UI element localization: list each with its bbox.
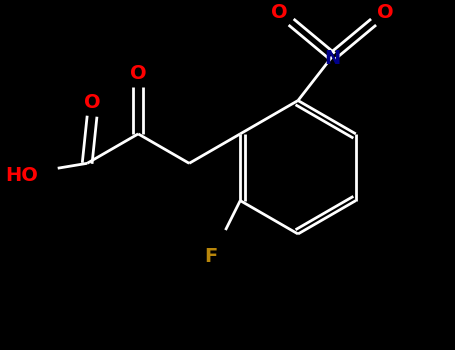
Text: O: O: [130, 64, 147, 83]
Text: O: O: [84, 93, 101, 112]
Text: F: F: [204, 247, 217, 266]
Text: O: O: [271, 3, 288, 22]
Text: O: O: [377, 3, 394, 22]
Text: N: N: [324, 49, 340, 68]
Text: HO: HO: [5, 166, 38, 184]
